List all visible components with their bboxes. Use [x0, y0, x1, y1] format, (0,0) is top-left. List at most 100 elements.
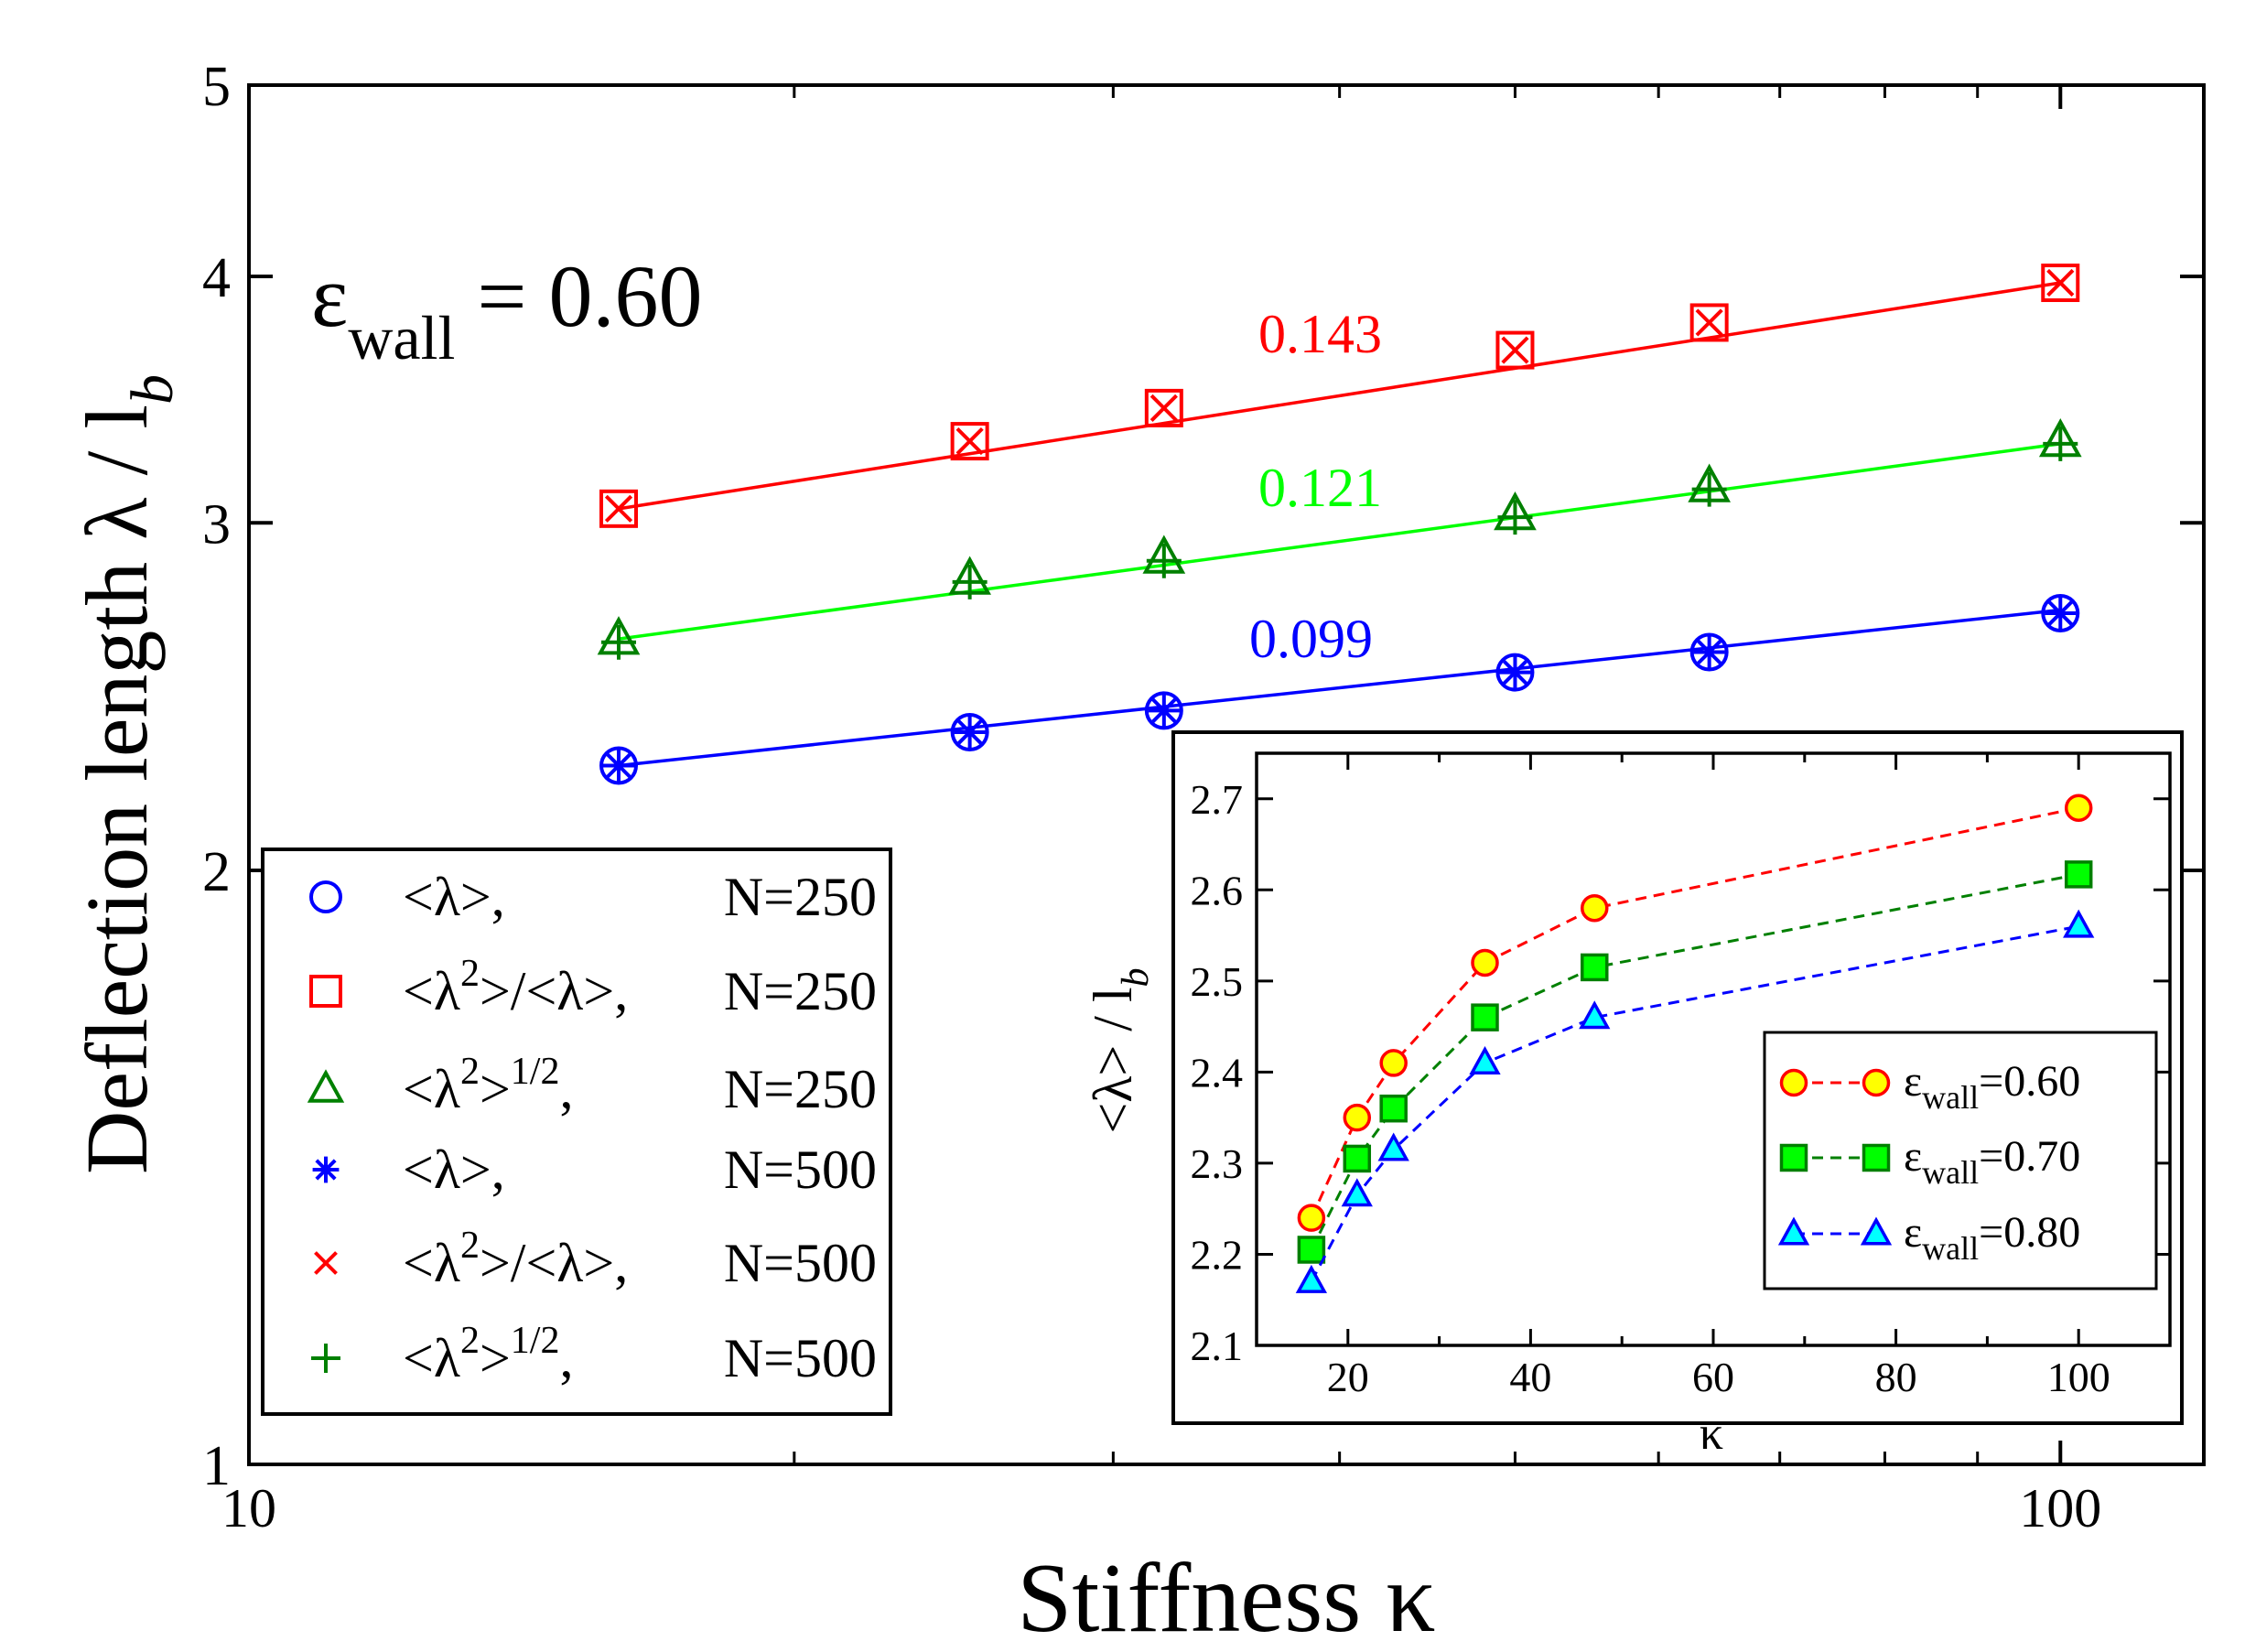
- inset-data-point: [1579, 1000, 1611, 1030]
- legend-n: N=250: [724, 1059, 877, 1119]
- legend-expr: <λ: [403, 1059, 460, 1119]
- inset-y-tick-label: 2.3: [1191, 1140, 1244, 1187]
- legend-n: N=250: [724, 961, 877, 1021]
- inset-data-point: [1379, 1094, 1408, 1123]
- inset-y-tick-label: 2.4: [1191, 1049, 1244, 1096]
- data-point: [2041, 593, 2080, 632]
- inset-data-point: [1581, 893, 1609, 923]
- data-point: [1495, 330, 1535, 370]
- x-tick-label: 10: [221, 1478, 276, 1539]
- data-point: [1146, 543, 1182, 578]
- inset-series-line: [1310, 872, 2079, 1251]
- series-group: [599, 593, 2080, 785]
- legend-marker: [314, 1251, 338, 1275]
- legend-sup: 2: [460, 1225, 480, 1267]
- inset-y-tick-label: 2.5: [1191, 958, 1244, 1005]
- data-point: [1689, 632, 1729, 672]
- legend-expr: <λ: [403, 961, 460, 1021]
- legend-frame: [261, 848, 892, 1416]
- inset-legend-marker: [1779, 1068, 1808, 1097]
- inset-x-tick-label: 40: [1509, 1354, 1551, 1400]
- inset-legend-value: 0.70: [2003, 1132, 2080, 1181]
- legend-tail: >: [480, 1328, 511, 1388]
- inset-data-point: [1341, 1178, 1373, 1207]
- inset-legend-marker: [1860, 1216, 1893, 1246]
- y-axis-label-main: Deflection length λ / l: [68, 405, 166, 1174]
- data-point: [2045, 597, 2077, 630]
- inset-series-line: [1310, 924, 2079, 1283]
- inset-data-point: [1343, 1103, 1372, 1132]
- legend-marker: [309, 975, 342, 1008]
- y-tick-label: 2: [202, 841, 231, 903]
- data-point: [950, 712, 989, 751]
- inset-legend-sub: wall: [1922, 1154, 1979, 1191]
- legend-n: N=500: [724, 1233, 877, 1293]
- y-tick-label: 1: [202, 1435, 231, 1497]
- y-tick-label: 3: [202, 493, 231, 556]
- inset-x-tick-label: 20: [1327, 1354, 1369, 1400]
- legend-expr: <λ>,: [403, 867, 505, 927]
- inset-legend-sub: wall: [1922, 1079, 1979, 1116]
- data-point: [954, 716, 986, 749]
- inset-data-point: [1581, 953, 1609, 982]
- series-group: [601, 426, 2078, 660]
- annotation-symbol: ε: [311, 247, 348, 345]
- legend-label: <λ2>/<λ>,: [403, 1225, 628, 1293]
- fit-line: [618, 281, 2061, 511]
- data-point: [2046, 268, 2075, 297]
- legend-label: <λ2>1/2,: [403, 1051, 573, 1119]
- inset-data-point: [1377, 1132, 1409, 1161]
- inset-legend-sub: wall: [1922, 1230, 1979, 1267]
- inset-x-tick-label: 60: [1692, 1354, 1734, 1400]
- y-axis-label-sub: b: [119, 374, 186, 405]
- inset-y-tick-label: 2.1: [1191, 1323, 1244, 1369]
- main-legend: <λ>, N=250<λ2>/<λ>, N=250<λ2>1/2, N=250<λ>,…: [261, 848, 892, 1416]
- data-point: [955, 426, 984, 456]
- inset-y-tick-label: 2.7: [1191, 776, 1244, 823]
- legend-n: N=500: [724, 1328, 877, 1388]
- inset-series-group: [1297, 860, 2093, 1264]
- legend-marker: [309, 880, 342, 913]
- inset-data-point: [1471, 1003, 1499, 1031]
- annotation-value: = 0.60: [455, 247, 702, 345]
- inset-legend-frame: [1763, 1031, 2158, 1290]
- legend-tail2: ,: [559, 1328, 573, 1388]
- legend-sup2: 1/2: [511, 1051, 560, 1093]
- inset-legend-symbol: ε: [1904, 1057, 1922, 1106]
- data-point: [950, 422, 989, 461]
- main-chart: 10 100 1 2 3 4 5 Stiffness κ Deflection length λ…: [68, 56, 2206, 1652]
- y-tick-label: 4: [202, 247, 231, 309]
- inset-legend-marker: [1779, 1143, 1808, 1172]
- inset-series-group: [1297, 794, 2093, 1232]
- series-group: [599, 263, 2080, 528]
- legend-tail: >: [480, 1059, 511, 1119]
- data-point: [1501, 336, 1529, 364]
- legend-sup: 2: [460, 1051, 480, 1093]
- legend-sup: 2: [460, 953, 480, 995]
- inset-legend-label: εwall=0.80: [1904, 1208, 2080, 1267]
- inset-legend-marker: [1862, 1143, 1891, 1172]
- inset-x-tick-label: 100: [2047, 1354, 2110, 1400]
- data-point: [602, 750, 635, 782]
- inset-y-label-sub: b: [1115, 967, 1157, 987]
- data-point: [1149, 394, 1178, 422]
- data-point: [1497, 500, 1533, 535]
- annotation-subscript: wall: [348, 303, 455, 373]
- inset-data-point: [1379, 1049, 1408, 1077]
- data-point: [952, 564, 988, 599]
- inset-legend-value: 0.60: [2003, 1057, 2080, 1106]
- data-point: [1693, 636, 1725, 668]
- fit-line: [618, 442, 2061, 641]
- data-point: [1144, 691, 1183, 730]
- legend-label: <λ>,: [403, 1139, 505, 1200]
- data-point: [1499, 656, 1531, 688]
- data-point: [1689, 303, 1729, 342]
- legend-label: <λ2>/<λ>,: [403, 953, 628, 1021]
- inset-series-group: [1295, 909, 2095, 1293]
- legend-sup2: 1/2: [511, 1320, 560, 1362]
- legend-expr: <λ: [403, 1233, 460, 1293]
- legend-label: <λ2>1/2,: [403, 1320, 573, 1388]
- inset-data-point: [1297, 1204, 1326, 1232]
- inset-series-line: [1310, 806, 2079, 1219]
